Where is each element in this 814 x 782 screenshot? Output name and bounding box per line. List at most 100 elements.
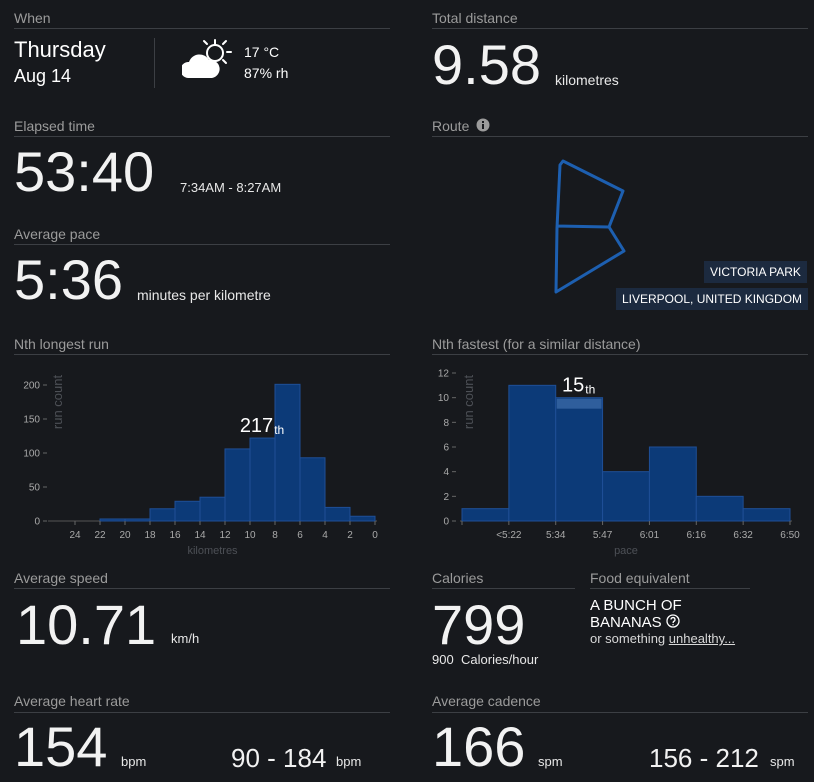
label: Elapsed time — [14, 118, 95, 134]
unit: km/h — [171, 631, 200, 646]
x-tick-label: 22 — [94, 530, 106, 541]
rank-suffix: th — [274, 423, 284, 437]
x-tick-label: 6 — [297, 530, 303, 541]
rate: 900 — [432, 652, 454, 667]
label: Average cadence — [432, 693, 541, 709]
temperature: 17 °C — [244, 44, 280, 60]
bar — [324, 506, 351, 522]
info-icon[interactable] — [476, 118, 490, 132]
range-unit: bpm — [336, 754, 362, 769]
bar — [695, 495, 744, 522]
x-tick-label: 6:32 — [733, 530, 753, 541]
y-tick-label: 4 — [443, 467, 449, 478]
time-range: 7:34AM - 8:27AM — [180, 180, 282, 195]
bar — [555, 397, 604, 522]
bar — [274, 383, 301, 522]
chart-title: Nth longest run — [14, 336, 109, 352]
y-tick-label: 100 — [23, 449, 40, 460]
food-item-text: A BUNCH OF BANANAS — [590, 597, 682, 631]
x-tick-label: 10 — [244, 530, 256, 541]
value: 166 — [432, 715, 526, 778]
x-tick-label: 4 — [322, 530, 328, 541]
rate-unit: Calories/hour — [461, 652, 539, 667]
unit: kilometres — [555, 72, 619, 88]
rule — [432, 136, 808, 137]
date: Aug 14 — [14, 66, 72, 86]
y-tick-label: 8 — [443, 418, 449, 429]
x-tick-label: 5:34 — [546, 530, 566, 541]
x-tick-label: 16 — [169, 530, 181, 541]
rank: 15 — [562, 375, 584, 397]
rule — [14, 588, 390, 589]
chart-title: Nth fastest (for a similar distance) — [432, 336, 641, 352]
bar — [461, 508, 510, 522]
help-icon[interactable] — [666, 614, 680, 628]
rule — [14, 28, 390, 29]
day: Thursday — [14, 37, 106, 62]
y-tick-label: 12 — [438, 369, 450, 380]
y-tick-label: 150 — [23, 415, 40, 426]
x-tick-label: 0 — [372, 530, 378, 541]
x-tick-label: 6:16 — [687, 530, 707, 541]
divider — [154, 38, 155, 88]
food-item: A BUNCH OF BANANAS — [590, 597, 720, 631]
x-tick-label: 6:50 — [780, 530, 800, 541]
rank: 217 — [240, 415, 273, 437]
route-location: LIVERPOOL, UNITED KINGDOM — [616, 288, 809, 310]
x-tick-label: 8 — [272, 530, 278, 541]
route-park: VICTORIA PARK — [704, 261, 807, 283]
label: Total distance — [432, 10, 518, 26]
value: 53:40 — [14, 140, 155, 203]
rule — [432, 588, 575, 589]
value: 154 — [14, 715, 108, 778]
label: Route — [432, 118, 470, 134]
value: 10.71 — [16, 593, 157, 656]
x-tick-label: 6:01 — [640, 530, 660, 541]
bar — [124, 518, 151, 522]
y-tick-label: 0 — [443, 517, 449, 528]
x-tick-label: 18 — [144, 530, 156, 541]
food-prefix: or something — [590, 631, 666, 646]
bar — [508, 384, 557, 522]
y-tick-label: 6 — [443, 443, 449, 454]
x-tick-label: <5:22 — [496, 530, 522, 541]
value: 5:36 — [14, 248, 123, 311]
x-axis-label: pace — [614, 545, 638, 557]
bar — [99, 518, 126, 522]
x-tick-label: 20 — [119, 530, 131, 541]
label: Average speed — [14, 570, 108, 586]
rule — [590, 588, 750, 589]
rule — [14, 244, 390, 245]
rule — [432, 354, 808, 355]
bar — [249, 437, 276, 522]
label: Calories — [432, 570, 484, 586]
bar — [174, 500, 201, 522]
unit: bpm — [121, 754, 147, 769]
label: Average pace — [14, 226, 101, 242]
value: 799 — [432, 593, 526, 656]
bar — [199, 496, 226, 522]
bar-highlight — [556, 398, 602, 409]
unit: minutes per kilometre — [137, 287, 271, 303]
humidity: 87% rh — [244, 65, 289, 81]
rule — [14, 712, 390, 713]
y-tick-label: 0 — [34, 517, 40, 528]
range: 156 - 212 — [649, 743, 759, 773]
food-note: or something unhealthy... — [590, 632, 735, 645]
x-tick-label: 12 — [219, 530, 231, 541]
range: 90 - 184 — [231, 743, 327, 773]
unit: spm — [538, 754, 563, 769]
bar — [602, 471, 650, 522]
label: Average heart rate — [14, 693, 130, 709]
rank-suffix: th — [585, 383, 595, 397]
y-tick-label: 50 — [29, 483, 41, 494]
weather-icon — [182, 39, 232, 78]
x-tick-label: 5:47 — [593, 530, 613, 541]
y-tick-label: 2 — [443, 492, 449, 503]
bar — [349, 515, 376, 522]
route-map — [554, 159, 626, 294]
rule — [432, 28, 808, 29]
food-link[interactable]: unhealthy... — [668, 631, 736, 646]
y-axis-label: run count — [50, 375, 65, 430]
